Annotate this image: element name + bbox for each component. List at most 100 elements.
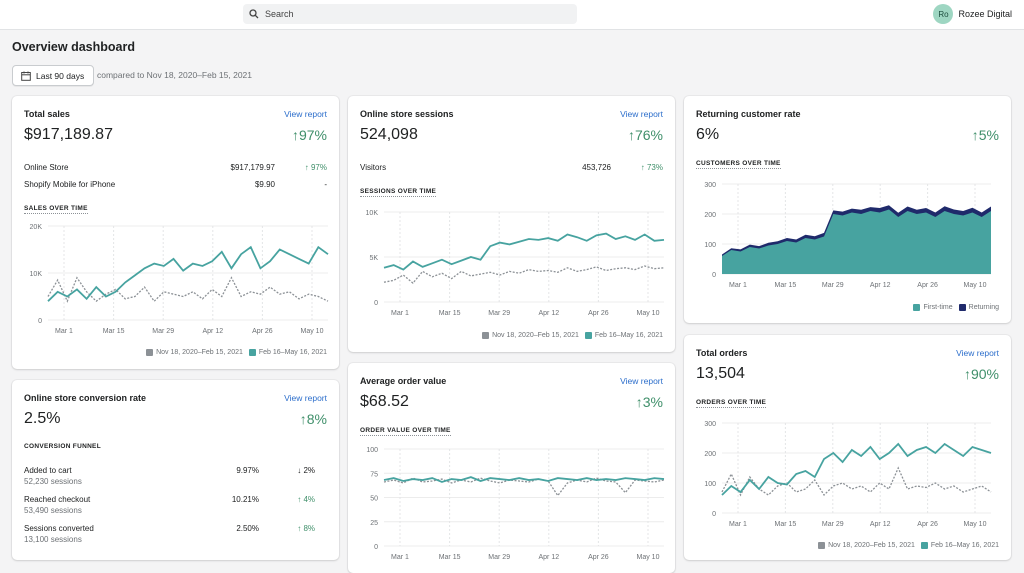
x-tick-label: Mar 15 xyxy=(439,554,461,561)
returning-customer-card: Returning customer rate 6% ↑5% CUSTOMERS… xyxy=(684,96,1011,323)
total-sales-delta: ↑97% xyxy=(291,127,327,143)
aov-value: $68.52 xyxy=(360,393,409,410)
view-report-link[interactable]: View report xyxy=(956,348,999,358)
x-tick-label: Mar 1 xyxy=(391,310,409,317)
sessions-value: 524,098 xyxy=(360,126,418,143)
y-tick-label: 20K xyxy=(30,224,43,231)
conversion-card: Online store conversion rate View report… xyxy=(12,380,339,560)
y-tick-label: 200 xyxy=(704,451,716,458)
order-value-chart: 100 75 50 25 0 Mar 1 Mar 15 Mar 29 Apr 12 Apr 26 M… xyxy=(366,447,665,561)
funnel-step: Reached checkout 10.21% ↑ 4% xyxy=(24,495,315,504)
y-tick-label: 50 xyxy=(370,496,378,503)
y-tick-label: 300 xyxy=(704,182,716,189)
funnel-step: Sessions converted 2.50% ↑ 8% xyxy=(24,524,315,533)
chart-title: SALES OVER TIME xyxy=(24,205,88,214)
x-tick-label: Mar 1 xyxy=(391,554,409,561)
card-title: Total orders xyxy=(696,348,748,358)
x-tick-label: Apr 26 xyxy=(252,328,273,335)
line-previous-period xyxy=(383,265,665,285)
date-range-button[interactable]: Last 90 days xyxy=(12,65,95,86)
compare-text: compared to Nov 18, 2020–Feb 15, 2021 xyxy=(97,70,252,80)
line-previous-period xyxy=(47,276,329,303)
page-title: Overview dashboard xyxy=(12,40,135,54)
chart-title: SESSIONS OVER TIME xyxy=(360,188,437,197)
x-tick-label: Mar 29 xyxy=(152,328,174,335)
card-title: Total sales xyxy=(24,109,70,119)
search-placeholder: Search xyxy=(265,9,294,19)
y-tick-label: 10K xyxy=(366,210,379,217)
calendar-icon xyxy=(21,71,31,81)
x-tick-label: May 10 xyxy=(637,310,660,317)
y-tick-label: 0 xyxy=(712,511,716,518)
y-tick-label: 75 xyxy=(370,471,378,478)
top-bar: Search Ro Rozee Digital xyxy=(0,0,1024,30)
y-tick-label: 0 xyxy=(38,318,42,325)
funnel-step: Added to cart 9.97% ↓ 2% xyxy=(24,466,315,475)
total-sales-card: Total sales View report $917,189.87 ↑97%… xyxy=(12,96,339,369)
orders-value: 13,504 xyxy=(696,365,745,382)
x-tick-label: Mar 15 xyxy=(103,328,125,335)
line-current-period xyxy=(47,245,329,302)
user-menu[interactable]: Ro Rozee Digital xyxy=(933,4,1012,24)
view-report-link[interactable]: View report xyxy=(284,393,327,403)
sales-chart: 20K 10K 0 Mar 1 Mar 15 Mar 29 Apr 12 Apr 26 May … xyxy=(30,224,329,335)
aov-delta: ↑3% xyxy=(635,394,663,410)
chart-legend: Nov 18, 2020–Feb 15, 2021 Feb 16–May 16,… xyxy=(476,332,663,339)
x-tick-label: Apr 12 xyxy=(538,554,559,561)
x-tick-label: Apr 12 xyxy=(538,310,559,317)
breakdown-row: Shopify Mobile for iPhone $9.90 - xyxy=(24,180,327,189)
y-tick-label: 100 xyxy=(704,242,716,249)
orders-delta: ↑90% xyxy=(963,366,999,382)
sessions-card: Online store sessions View report 524,09… xyxy=(348,96,675,352)
search-input[interactable]: Search xyxy=(243,4,577,24)
x-tick-label: Mar 29 xyxy=(488,310,510,317)
sessions-delta: ↑76% xyxy=(627,127,663,143)
x-tick-label: May 10 xyxy=(964,282,987,289)
x-tick-label: Mar 29 xyxy=(822,282,844,289)
x-tick-label: Apr 26 xyxy=(588,554,609,561)
x-tick-label: Mar 15 xyxy=(439,310,461,317)
x-tick-label: Apr 26 xyxy=(588,310,609,317)
chart-title: ORDERS OVER TIME xyxy=(696,399,767,408)
card-title: Average order value xyxy=(360,376,447,386)
y-tick-label: 25 xyxy=(370,520,378,527)
x-tick-label: Mar 29 xyxy=(488,554,510,561)
x-tick-label: Apr 26 xyxy=(917,521,938,528)
area-first-time xyxy=(722,209,991,274)
y-tick-label: 0 xyxy=(374,300,378,307)
x-tick-label: Mar 1 xyxy=(55,328,73,335)
chart-legend: Nov 18, 2020–Feb 15, 2021 Feb 16–May 16,… xyxy=(812,542,999,549)
y-tick-label: 100 xyxy=(704,481,716,488)
y-tick-label: 0 xyxy=(712,272,716,279)
card-title: Online store conversion rate xyxy=(24,393,147,403)
y-tick-label: 0 xyxy=(374,544,378,551)
y-tick-label: 5K xyxy=(369,255,378,262)
funnel-title: CONVERSION FUNNEL xyxy=(24,443,101,450)
view-report-link[interactable]: View report xyxy=(620,376,663,386)
sessions-chart: 10K 5K 0 Mar 1 Mar 15 Mar 29 Apr 12 Apr 26 May 1… xyxy=(366,210,665,317)
y-tick-label: 100 xyxy=(366,447,378,454)
line-current-period xyxy=(383,476,665,483)
conversion-value: 2.5% xyxy=(24,410,61,427)
funnel-sessions: 53,490 sessions xyxy=(24,506,82,515)
y-tick-label: 200 xyxy=(704,212,716,219)
x-tick-label: Mar 1 xyxy=(729,282,747,289)
x-tick-label: Mar 1 xyxy=(729,521,747,528)
returning-value: 6% xyxy=(696,126,720,143)
line-current-period xyxy=(721,442,992,496)
search-icon xyxy=(249,9,259,19)
aov-card: Average order value View report $68.52 ↑… xyxy=(348,363,675,573)
chart-legend: First-time Returning xyxy=(907,304,999,311)
chart-title: ORDER VALUE OVER TIME xyxy=(360,427,451,436)
card-title: Returning customer rate xyxy=(696,109,801,119)
x-tick-label: Apr 12 xyxy=(870,521,891,528)
conversion-delta: ↑8% xyxy=(299,411,327,427)
view-report-link[interactable]: View report xyxy=(284,109,327,119)
line-previous-period xyxy=(383,477,665,497)
view-report-link[interactable]: View report xyxy=(620,109,663,119)
chart-legend: Nov 18, 2020–Feb 15, 2021 Feb 16–May 16,… xyxy=(140,349,327,356)
card-title: Online store sessions xyxy=(360,109,454,119)
x-tick-label: Mar 15 xyxy=(775,521,797,528)
x-tick-label: Apr 12 xyxy=(202,328,223,335)
user-name: Rozee Digital xyxy=(958,9,1012,19)
